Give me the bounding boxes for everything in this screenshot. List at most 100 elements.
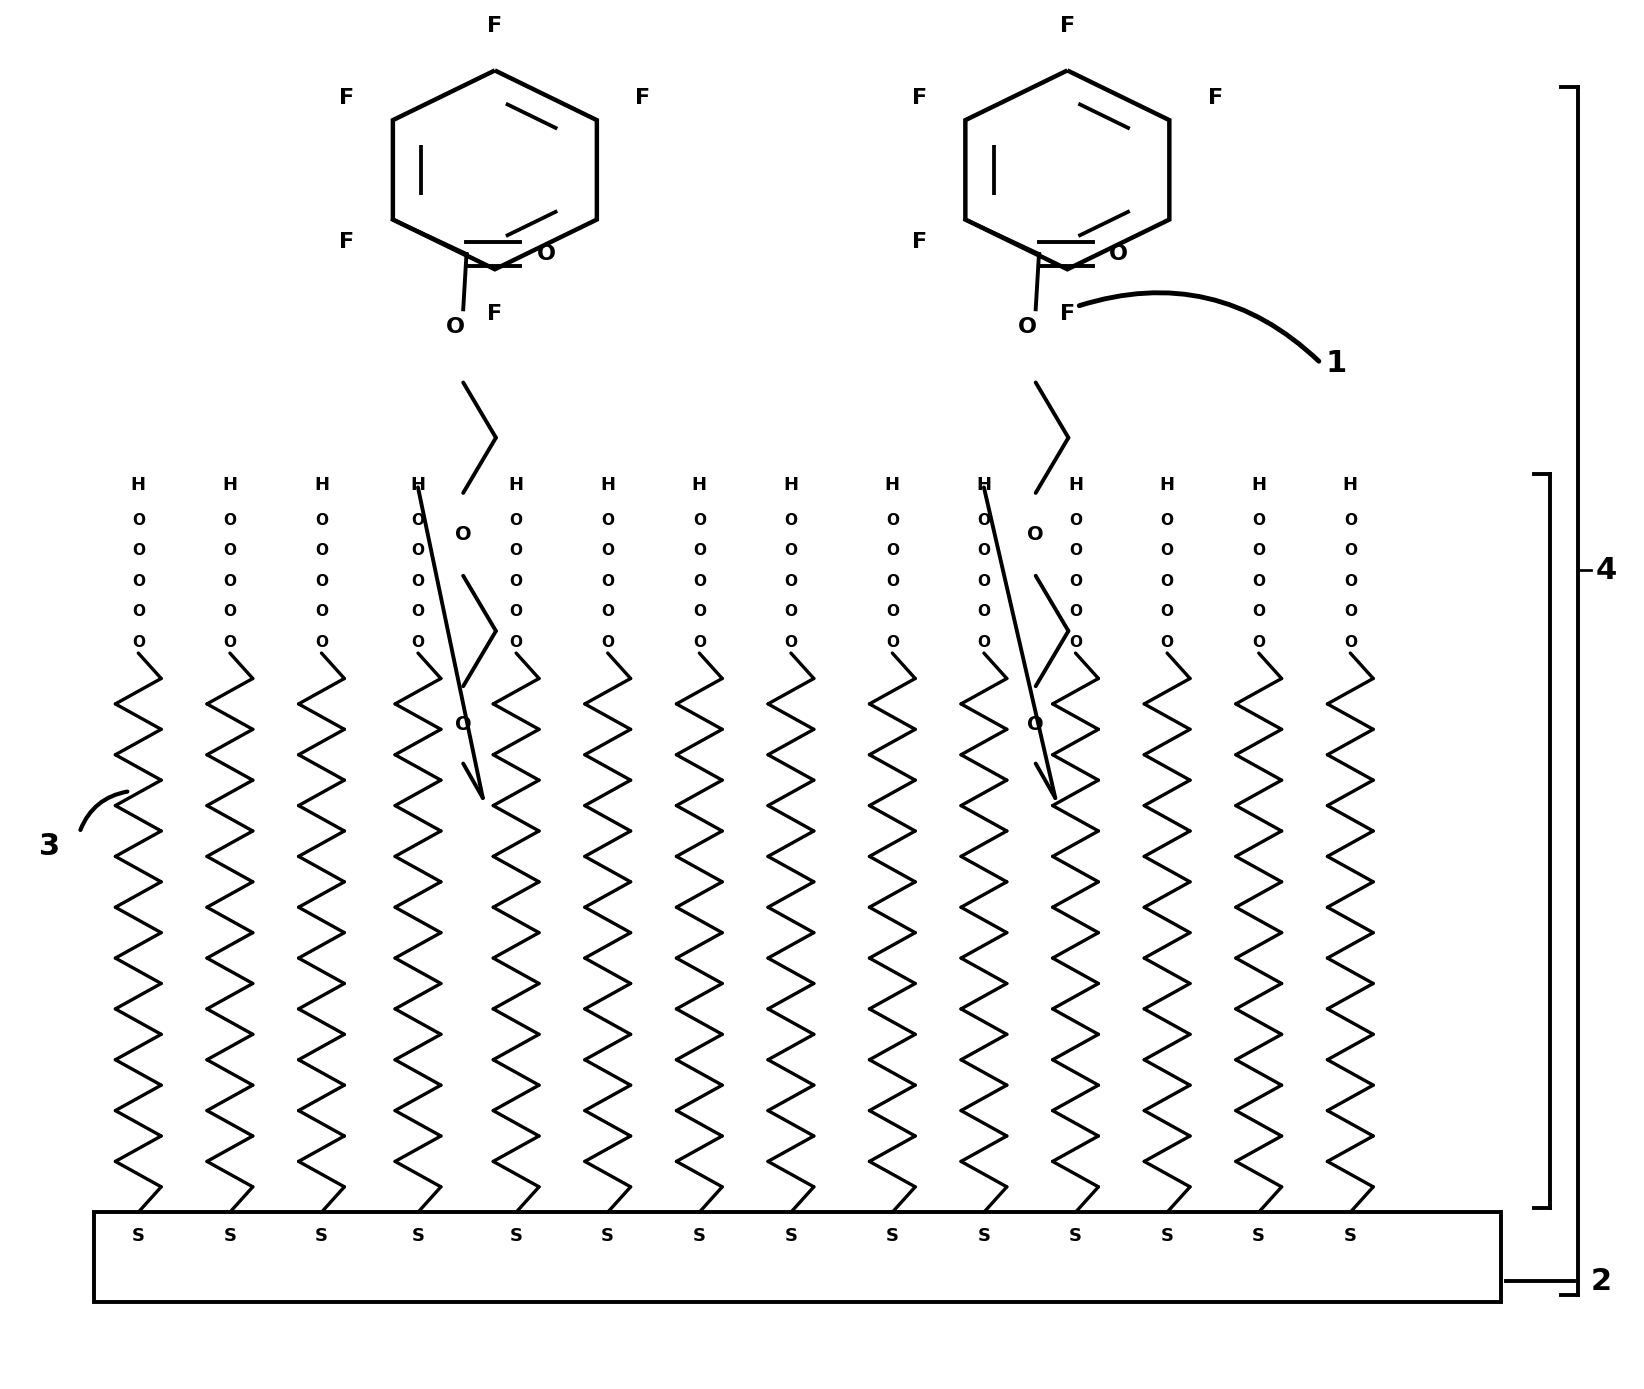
Text: O: O [316,604,329,619]
Text: O: O [132,604,145,619]
Text: O: O [1161,574,1174,589]
Text: H: H [692,476,707,494]
Text: O: O [602,543,615,558]
Text: O: O [1069,513,1082,528]
Text: F: F [1208,88,1223,108]
Text: F: F [339,88,355,108]
Text: H: H [977,476,991,494]
Text: O: O [446,317,465,338]
Text: H: H [600,476,615,494]
Text: O: O [1343,543,1356,558]
Text: H: H [314,476,329,494]
Text: O: O [886,543,899,558]
Text: O: O [1161,604,1174,619]
Text: O: O [224,635,237,650]
Text: O: O [1343,604,1356,619]
Text: O: O [224,574,237,589]
Text: O: O [510,635,523,650]
Text: O: O [1343,513,1356,528]
Text: H: H [1159,476,1174,494]
Text: O: O [316,574,329,589]
Text: O: O [1069,604,1082,619]
Text: S: S [316,1226,329,1245]
Text: O: O [978,604,990,619]
Text: O: O [132,574,145,589]
Text: O: O [1253,635,1266,650]
Text: O: O [224,604,237,619]
Text: O: O [510,604,523,619]
Text: O: O [784,604,797,619]
Text: H: H [784,476,799,494]
Text: H: H [222,476,237,494]
Text: H: H [1251,476,1266,494]
Text: F: F [1060,304,1075,324]
Text: O: O [224,513,237,528]
Text: O: O [692,635,705,650]
Text: O: O [411,543,424,558]
Text: O: O [692,543,705,558]
Text: S: S [1253,1226,1266,1245]
Text: O: O [510,543,523,558]
Text: O: O [1161,543,1174,558]
Text: S: S [1161,1226,1174,1245]
Text: O: O [1069,635,1082,650]
Text: O: O [978,513,990,528]
Text: F: F [635,88,651,108]
Text: S: S [886,1226,899,1245]
Text: O: O [978,574,990,589]
Text: O: O [132,635,145,650]
Text: S: S [978,1226,990,1245]
Text: H: H [884,476,899,494]
Text: O: O [886,635,899,650]
Text: O: O [1069,574,1082,589]
Text: F: F [487,15,503,36]
Text: O: O [411,513,424,528]
Text: O: O [1253,513,1266,528]
Text: O: O [1028,715,1044,735]
Text: O: O [1161,635,1174,650]
Text: O: O [1161,513,1174,528]
Text: O: O [510,513,523,528]
Text: O: O [316,543,329,558]
Text: O: O [1253,604,1266,619]
Text: H: H [411,476,426,494]
Text: O: O [411,604,424,619]
Text: F: F [1060,15,1075,36]
Text: O: O [784,635,797,650]
Text: O: O [510,574,523,589]
Text: F: F [487,304,503,324]
Text: S: S [1069,1226,1082,1245]
Text: S: S [1343,1226,1356,1245]
Text: O: O [692,513,705,528]
Text: O: O [316,635,329,650]
Text: S: S [510,1226,523,1245]
Text: F: F [339,232,355,251]
Text: 3: 3 [39,832,61,861]
Text: O: O [1253,574,1266,589]
Text: O: O [886,513,899,528]
Bar [94,1213,1501,1301]
Text: O: O [602,604,615,619]
Text: S: S [411,1226,424,1245]
Text: O: O [411,574,424,589]
Text: O: O [784,513,797,528]
Text: F: F [912,88,927,108]
Text: O: O [886,604,899,619]
Text: O: O [132,513,145,528]
Text: O: O [455,525,472,544]
Text: O: O [1110,244,1128,264]
Text: O: O [1028,525,1044,544]
Text: S: S [602,1226,615,1245]
Text: O: O [602,635,615,650]
Text: S: S [692,1226,705,1245]
Text: O: O [411,635,424,650]
Text: S: S [224,1226,237,1245]
Text: O: O [692,574,705,589]
Text: O: O [455,715,472,735]
Text: H: H [1069,476,1083,494]
Text: F: F [912,232,927,251]
Text: O: O [886,574,899,589]
Text: O: O [1253,543,1266,558]
Text: O: O [1018,317,1037,338]
Text: O: O [978,543,990,558]
